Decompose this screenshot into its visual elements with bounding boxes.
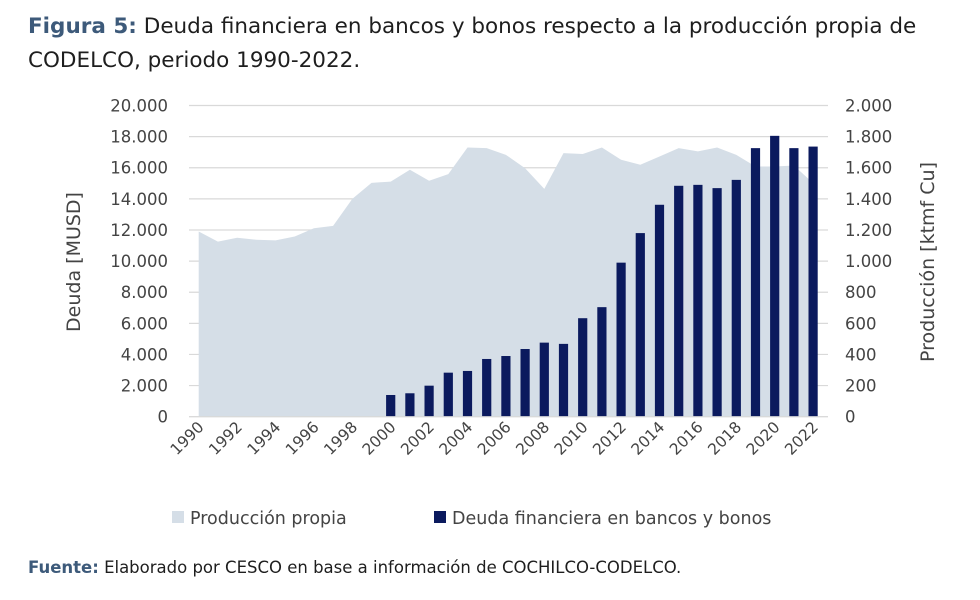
y2-tick-label: 600 <box>845 314 877 333</box>
y-tick-label: 6.000 <box>121 314 168 333</box>
figure-title-text: Deuda financiera en bancos y bonos respe… <box>28 14 917 73</box>
source-label: Fuente: <box>28 558 99 577</box>
debt-bar <box>654 204 665 417</box>
x-tick-label: 2002 <box>397 418 438 459</box>
legend-swatch-debt <box>434 511 446 523</box>
y-tick-label: 0 <box>158 408 169 427</box>
legend-label-production: Producción propia <box>190 509 347 529</box>
y2-tick-label: 1.800 <box>845 128 892 147</box>
debt-bar <box>808 146 818 417</box>
y2-tick-label: 1.000 <box>845 252 892 271</box>
x-tick-label: 2012 <box>589 418 630 459</box>
source-note: Fuente: Elaborado por CESCO en base a in… <box>28 558 681 577</box>
x-tick-label: 1994 <box>244 418 285 459</box>
x-tick-label: 2018 <box>705 418 746 459</box>
y2-axis-title: Producción [ktmf Cu] <box>917 162 939 362</box>
debt-bar <box>597 307 607 417</box>
debt-bar <box>443 372 453 417</box>
y2-tick-label: 0 <box>845 408 856 427</box>
debt-bar <box>674 185 684 417</box>
debt-bar <box>462 370 473 417</box>
legend-label-debt: Deuda financiera en bancos y bonos <box>452 509 771 529</box>
debt-bar <box>558 343 569 417</box>
y-tick-label: 12.000 <box>110 221 168 240</box>
legend-swatch-production <box>172 511 184 523</box>
y-tick-label: 10.000 <box>110 252 168 271</box>
x-tick-label: 2000 <box>359 418 400 459</box>
figure-title: Figura 5: Deuda financiera en bancos y b… <box>28 10 968 78</box>
debt-bar <box>731 179 741 417</box>
y2-tick-label: 200 <box>845 377 877 396</box>
debt-bar <box>539 342 549 417</box>
debt-bar <box>770 135 780 417</box>
x-tick-label: 2016 <box>666 418 707 459</box>
y2-tick-label: 2.000 <box>845 97 892 116</box>
y-tick-label: 18.000 <box>110 128 168 147</box>
x-tick-label: 2022 <box>781 418 822 459</box>
debt-bar <box>616 262 626 417</box>
y-axis-title: Deuda [MUSD] <box>63 192 85 332</box>
y2-tick-label: 400 <box>845 345 877 364</box>
debt-bar <box>424 385 434 417</box>
x-tick-label: 2014 <box>628 418 669 459</box>
debt-bar <box>635 233 645 417</box>
y2-tick-label: 1.200 <box>845 221 892 240</box>
debt-bar <box>386 394 396 417</box>
debt-bar <box>520 349 530 417</box>
y-tick-label: 8.000 <box>121 283 168 302</box>
x-tick-label: 2008 <box>513 418 554 459</box>
debt-bar <box>578 318 588 417</box>
debt-bar <box>789 148 799 417</box>
y-tick-label: 4.000 <box>121 345 168 364</box>
y2-tick-label: 800 <box>845 283 877 302</box>
x-tick-label: 1996 <box>282 418 323 459</box>
y2-tick-label: 1.600 <box>845 159 892 178</box>
y2-tick-label: 1.400 <box>845 190 892 209</box>
debt-bar <box>712 188 722 417</box>
y-tick-label: 16.000 <box>110 159 168 178</box>
y-tick-label: 2.000 <box>121 377 168 396</box>
debt-bar <box>482 358 492 417</box>
figure-label: Figura 5: <box>28 14 137 39</box>
debt-bar <box>405 393 415 417</box>
debt-bar <box>750 148 761 417</box>
x-tick-label: 2010 <box>551 418 592 459</box>
x-tick-label: 2006 <box>474 418 515 459</box>
x-tick-label: 1990 <box>167 418 208 459</box>
y-tick-label: 20.000 <box>110 97 168 116</box>
x-tick-label: 1998 <box>321 418 362 459</box>
source-text: Elaborado por CESCO en base a informació… <box>104 558 682 577</box>
x-tick-label: 2004 <box>436 418 477 459</box>
x-tick-label: 2020 <box>743 418 784 459</box>
y-tick-label: 14.000 <box>110 190 168 209</box>
debt-bar <box>693 184 703 417</box>
debt-bar <box>501 356 511 417</box>
x-tick-label: 1992 <box>205 418 246 459</box>
